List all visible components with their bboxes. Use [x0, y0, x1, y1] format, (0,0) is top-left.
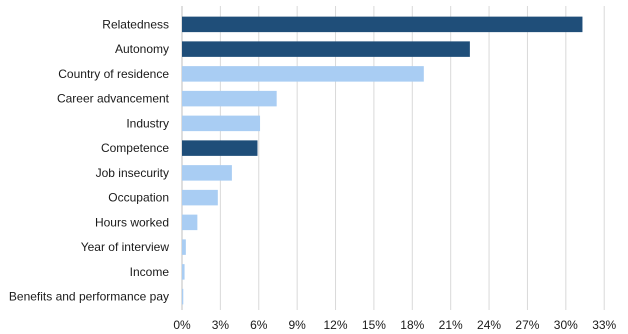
- x-tick-label: 12%: [324, 318, 348, 332]
- category-label: Career advancement: [57, 92, 170, 106]
- category-label: Competence: [101, 141, 169, 155]
- category-label: Country of residence: [58, 67, 169, 81]
- bars: [182, 16, 583, 305]
- bar: [182, 239, 186, 255]
- category-label: Year of interview: [81, 240, 170, 254]
- bar: [182, 90, 277, 107]
- bar: [182, 140, 258, 156]
- category-label: Industry: [126, 116, 169, 130]
- x-tick-label: 24%: [477, 318, 501, 332]
- category-label: Job insecurity: [96, 166, 169, 180]
- category-label: Hours worked: [95, 215, 169, 229]
- bar: [182, 165, 232, 181]
- bar: [182, 264, 185, 280]
- category-label: Autonomy: [115, 42, 169, 56]
- x-tick-labels: 0% 3% 6% 9% 12% 15% 18% 21% 24% 27% 30% 33%: [173, 318, 616, 332]
- bar: [182, 288, 184, 305]
- category-labels: Relatedness Autonomy Country of residence C…: [9, 17, 170, 303]
- bar: [182, 16, 583, 33]
- category-label: Income: [130, 265, 170, 279]
- x-tick-label: 30%: [554, 318, 578, 332]
- x-tick-label: 3%: [212, 318, 230, 332]
- bar: [182, 115, 261, 132]
- x-tick-label: 0%: [173, 318, 191, 332]
- bar: [182, 66, 424, 82]
- x-tick-label: 27%: [515, 318, 539, 332]
- category-label: Benefits and performance pay: [9, 290, 169, 304]
- x-tick-label: 6%: [250, 318, 268, 332]
- category-label: Occupation: [108, 191, 169, 205]
- x-tick-label: 21%: [439, 318, 463, 332]
- bar: [182, 189, 218, 206]
- x-tick-label: 15%: [362, 318, 386, 332]
- bar: [182, 41, 470, 57]
- x-tick-label: 18%: [400, 318, 424, 332]
- x-tick-label: 9%: [288, 318, 306, 332]
- bar: [182, 214, 198, 231]
- category-label: Relatedness: [102, 17, 169, 31]
- x-tick-label: 33%: [592, 318, 616, 332]
